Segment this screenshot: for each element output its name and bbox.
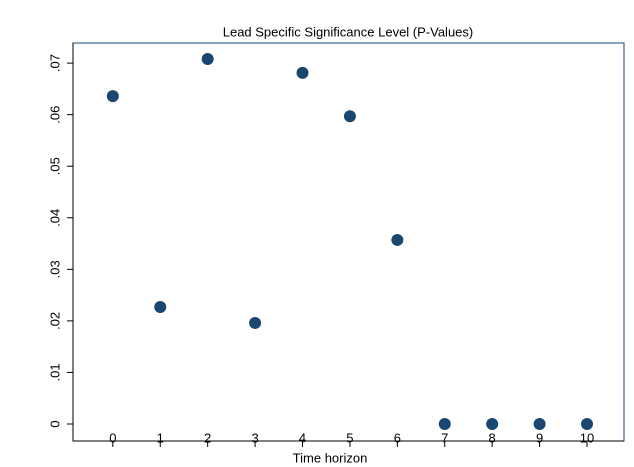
x-tick-label: 2 — [204, 430, 211, 445]
point — [296, 66, 309, 79]
chart-title: Lead Specific Significance Level (P-Valu… — [223, 24, 474, 39]
x-tick-label: 10 — [580, 430, 594, 445]
x-tick-label: 1 — [157, 430, 164, 445]
point — [391, 233, 404, 246]
y-tick-label: .02 — [47, 312, 62, 330]
plot-frame — [72, 42, 625, 442]
y-tick-label: .07 — [47, 54, 62, 72]
point — [343, 110, 356, 123]
x-tick-label: 9 — [536, 430, 543, 445]
point — [201, 52, 214, 65]
y-tick-label: .03 — [47, 260, 62, 278]
point — [438, 417, 451, 430]
x-tick-label: 5 — [346, 430, 353, 445]
x-tick-label: 8 — [489, 430, 496, 445]
x-tick-label: 0 — [109, 430, 116, 445]
point — [581, 417, 594, 430]
x-tick-label: 6 — [394, 430, 401, 445]
y-tick-label: .01 — [47, 363, 62, 381]
point — [106, 90, 119, 103]
point — [154, 300, 167, 313]
x-tick-label: 4 — [299, 430, 306, 445]
y-tick-label: .05 — [47, 157, 62, 175]
x-tick-label: 3 — [251, 430, 258, 445]
y-tick-label: .06 — [47, 106, 62, 124]
x-tick-label: 7 — [441, 430, 448, 445]
point — [486, 417, 499, 430]
y-tick-label: .04 — [47, 209, 62, 227]
point — [533, 417, 546, 430]
x-axis-label: Time horizon — [293, 450, 368, 465]
y-tick-label: 0 — [47, 420, 62, 427]
point — [249, 316, 262, 329]
